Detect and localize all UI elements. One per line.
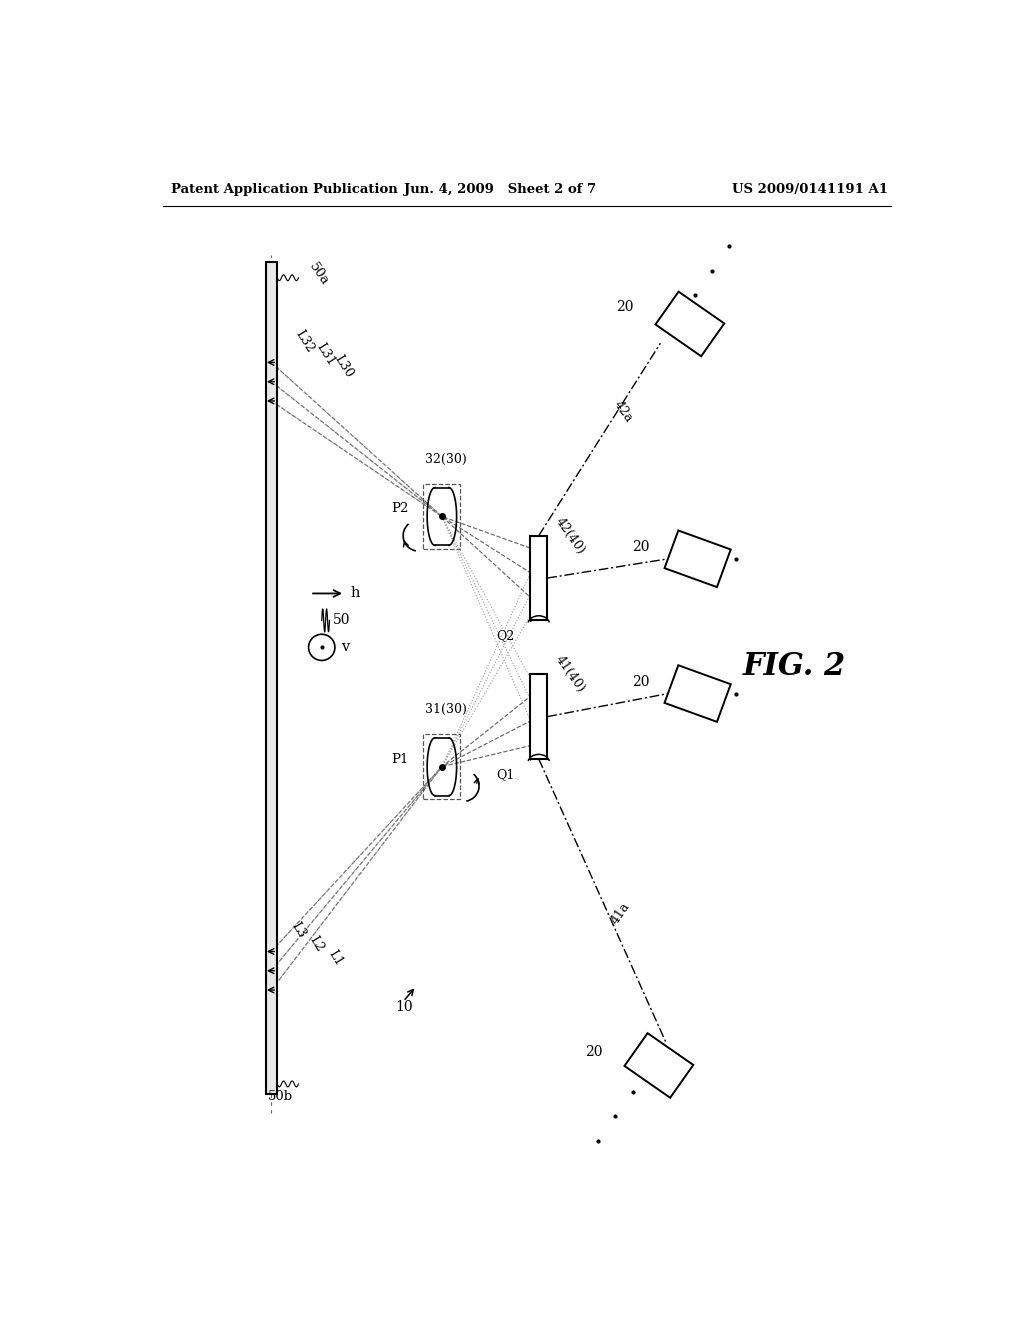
Bar	[265, 263, 278, 1094]
Polygon shape	[625, 1034, 693, 1098]
Text: L3: L3	[289, 920, 308, 940]
Text: Patent Application Publication: Patent Application Publication	[171, 182, 397, 195]
Bar	[530, 536, 547, 620]
Text: US 2009/0141191 A1: US 2009/0141191 A1	[731, 182, 888, 195]
Text: 20: 20	[632, 675, 649, 689]
Polygon shape	[665, 531, 731, 587]
Text: 10: 10	[395, 1001, 413, 1014]
Text: L30: L30	[332, 352, 355, 380]
Text: P1: P1	[391, 752, 409, 766]
Text: 20: 20	[632, 540, 649, 554]
Text: 41a: 41a	[608, 900, 632, 927]
Text: P2: P2	[391, 502, 409, 515]
Text: 41(40): 41(40)	[553, 653, 588, 696]
Bar	[423, 734, 461, 800]
Bar	[530, 675, 547, 759]
Polygon shape	[665, 665, 731, 722]
Text: Jun. 4, 2009   Sheet 2 of 7: Jun. 4, 2009 Sheet 2 of 7	[403, 182, 596, 195]
Text: h: h	[350, 586, 359, 601]
Text: 32(30): 32(30)	[425, 453, 467, 466]
Text: 31(30): 31(30)	[425, 702, 467, 715]
Polygon shape	[655, 292, 724, 356]
Text: 42(40): 42(40)	[553, 515, 588, 557]
Text: 50b: 50b	[267, 1090, 293, 1102]
Text: Q1: Q1	[496, 768, 514, 781]
Text: L2: L2	[306, 933, 326, 954]
Text: 50: 50	[334, 614, 351, 627]
Text: L1: L1	[326, 948, 345, 968]
Text: 50a: 50a	[306, 260, 331, 288]
Text: Q2: Q2	[496, 630, 514, 643]
Text: L32: L32	[293, 327, 316, 355]
Text: v: v	[341, 640, 349, 655]
Text: 20: 20	[616, 300, 634, 314]
Bar	[423, 483, 461, 549]
Text: 20: 20	[586, 1044, 603, 1059]
Text: L31: L31	[314, 341, 338, 368]
Text: FIG. 2: FIG. 2	[742, 651, 846, 682]
Text: 42a: 42a	[611, 399, 635, 425]
